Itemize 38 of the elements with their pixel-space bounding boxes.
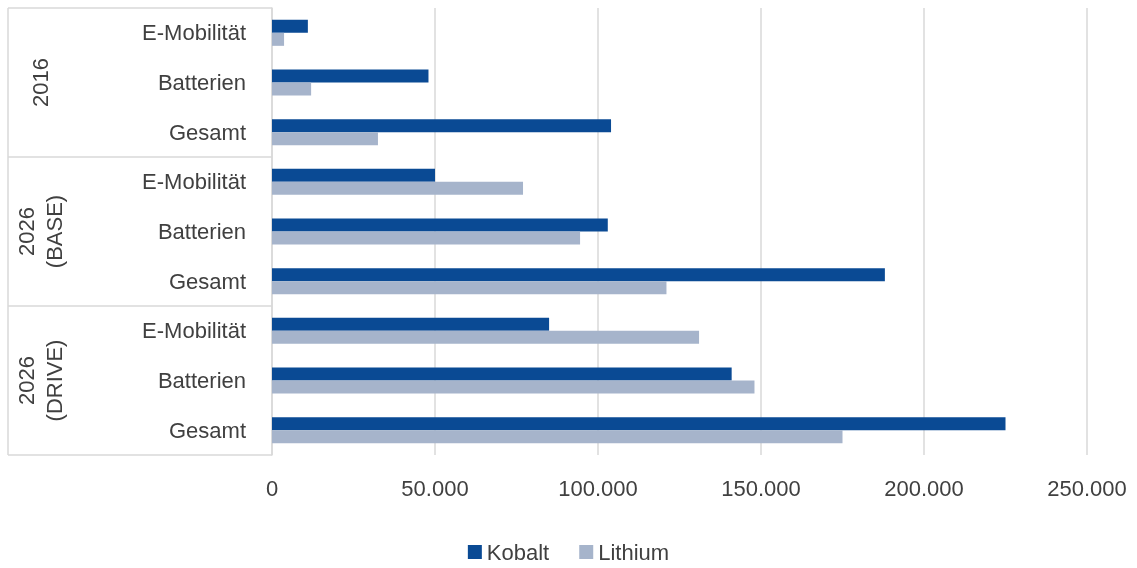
bar	[272, 69, 429, 83]
y-tick-label: Gesamt	[168, 119, 246, 145]
x-tick-label: 0	[265, 475, 279, 501]
y-tick-label: Gesamt	[168, 417, 246, 443]
text: 2016	[27, 58, 53, 107]
x-tick-label: 100.000	[558, 475, 638, 501]
y-tick-label: E-Mobilität	[142, 169, 246, 195]
bar	[272, 231, 581, 245]
y-tick-label: Batterien	[157, 219, 246, 244]
y-tick-label: E-Mobilität	[142, 20, 246, 46]
bar	[272, 181, 524, 195]
legend-label: Lithium	[598, 539, 670, 565]
bar	[272, 330, 700, 344]
x-tick-label: 150.000	[721, 475, 801, 501]
text: 2026 (DRIVE)	[13, 339, 67, 422]
bar	[272, 367, 732, 381]
bar	[272, 317, 550, 331]
bar	[272, 218, 608, 232]
bar	[272, 32, 285, 46]
y-tick-label: Gesamt	[168, 268, 246, 294]
y-tick-label: Batterien	[157, 70, 246, 95]
bar	[272, 132, 378, 146]
y-tick-label: E-Mobilität	[142, 318, 246, 344]
x-tick-label: 50.000	[401, 475, 469, 501]
y-tick-label: Batterien	[157, 368, 246, 393]
bar	[272, 430, 843, 444]
x-tick-label: 200.000	[884, 475, 964, 501]
bar	[272, 281, 667, 295]
legend-label: Kobalt	[486, 539, 550, 565]
bar	[272, 168, 435, 182]
x-tick-label: 250.000	[1047, 475, 1127, 501]
text: 2026 (BASE)	[13, 194, 67, 269]
bar	[272, 380, 755, 394]
bar	[272, 417, 1006, 431]
bar	[272, 119, 612, 133]
bar	[272, 82, 312, 96]
bar	[272, 19, 308, 33]
bar	[272, 268, 885, 282]
